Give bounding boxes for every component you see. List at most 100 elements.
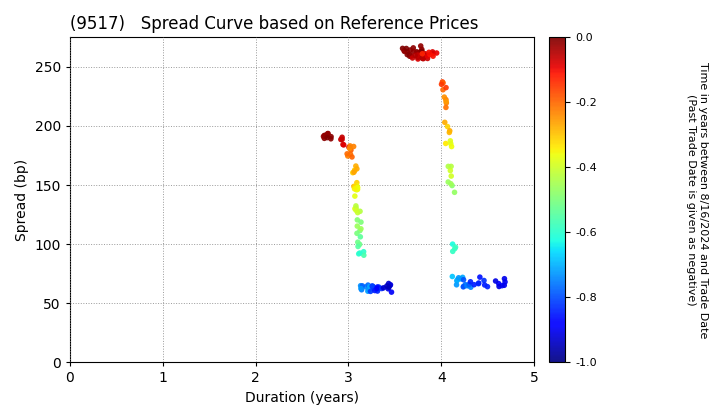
Point — [446, 143, 457, 150]
Point — [349, 167, 361, 174]
Point — [355, 285, 366, 292]
Point — [400, 45, 412, 52]
Point — [347, 169, 359, 176]
Point — [449, 245, 461, 252]
Point — [318, 132, 330, 139]
Point — [345, 151, 356, 158]
Point — [355, 226, 366, 232]
Point — [346, 154, 358, 160]
Point — [352, 186, 364, 193]
Point — [383, 284, 395, 291]
Point — [445, 180, 456, 187]
Point — [351, 179, 363, 186]
Point — [413, 51, 425, 58]
Point — [376, 285, 387, 292]
Point — [444, 167, 456, 174]
Point — [444, 137, 456, 144]
Point — [412, 54, 423, 61]
Point — [407, 55, 418, 61]
Point — [493, 280, 505, 287]
Point — [408, 45, 419, 51]
Point — [354, 241, 366, 248]
Point — [366, 283, 378, 289]
Point — [465, 284, 477, 291]
Point — [441, 100, 452, 106]
Point — [410, 52, 421, 59]
Point — [351, 230, 363, 237]
Point — [447, 248, 459, 255]
Point — [378, 284, 390, 291]
Point — [402, 51, 413, 58]
Point — [343, 144, 355, 150]
Point — [336, 134, 348, 141]
Point — [325, 135, 337, 142]
Point — [415, 42, 426, 49]
Point — [468, 281, 480, 288]
Point — [367, 283, 379, 290]
Point — [417, 55, 428, 62]
Point — [427, 48, 438, 55]
Point — [440, 96, 451, 103]
Point — [459, 281, 471, 288]
Point — [411, 48, 423, 55]
Point — [382, 286, 394, 292]
Point — [323, 130, 334, 137]
Point — [354, 234, 366, 240]
Point — [341, 150, 353, 157]
Point — [321, 134, 333, 141]
Point — [364, 284, 376, 291]
Point — [350, 183, 361, 189]
Point — [362, 282, 374, 289]
Point — [383, 280, 395, 287]
Point — [464, 278, 476, 285]
Point — [412, 52, 423, 58]
Point — [422, 53, 433, 60]
Point — [404, 53, 415, 60]
Point — [354, 249, 366, 256]
Point — [399, 48, 410, 55]
Point — [417, 50, 428, 57]
Point — [351, 223, 363, 229]
Point — [351, 186, 362, 193]
Point — [420, 50, 431, 57]
Point — [350, 163, 361, 169]
Point — [356, 283, 368, 289]
Point — [444, 127, 456, 134]
Point — [499, 278, 510, 285]
Point — [423, 49, 435, 56]
Point — [348, 186, 360, 192]
Point — [348, 183, 359, 190]
Point — [443, 163, 454, 170]
Point — [413, 49, 424, 56]
Point — [462, 282, 473, 289]
Point — [451, 278, 462, 284]
Point — [342, 152, 354, 159]
Point — [440, 140, 451, 147]
Point — [360, 284, 372, 290]
Point — [442, 178, 454, 185]
Point — [482, 284, 493, 290]
Point — [336, 136, 348, 143]
Point — [455, 276, 467, 282]
Point — [498, 282, 510, 289]
Point — [416, 48, 428, 55]
Point — [453, 274, 464, 281]
Point — [438, 94, 450, 100]
Point — [319, 132, 330, 139]
Point — [355, 282, 366, 289]
Point — [366, 283, 378, 290]
Point — [442, 123, 454, 130]
X-axis label: Duration (years): Duration (years) — [245, 391, 359, 405]
Point — [372, 284, 383, 290]
Point — [458, 276, 469, 283]
Point — [344, 142, 356, 149]
Point — [373, 284, 384, 290]
Text: (9517)   Spread Curve based on Reference Prices: (9517) Spread Curve based on Reference P… — [70, 15, 479, 33]
Point — [345, 147, 356, 153]
Point — [478, 277, 490, 284]
Point — [446, 273, 458, 280]
Point — [372, 286, 384, 292]
Point — [496, 282, 508, 289]
Point — [384, 281, 396, 288]
Point — [372, 288, 383, 294]
